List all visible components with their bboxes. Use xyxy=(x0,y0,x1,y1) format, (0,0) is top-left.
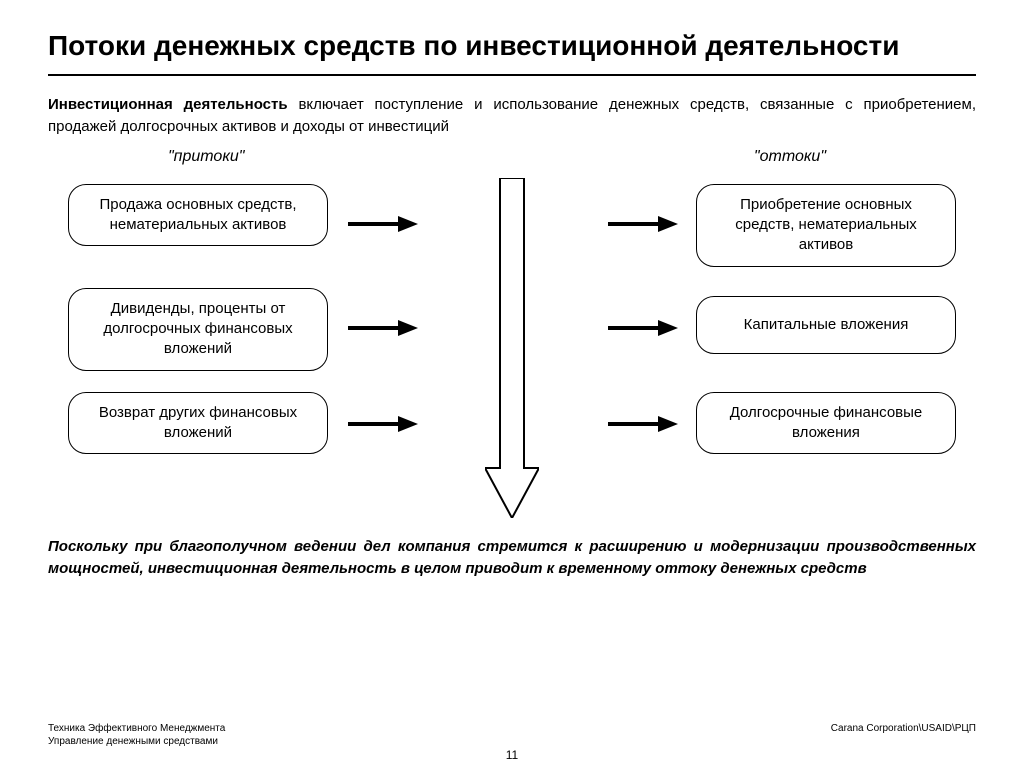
footer-right: Carana Corporation\USAID\РЦП xyxy=(831,722,976,735)
outflow-box-3: Долгосрочные финансовые вложения xyxy=(696,392,956,455)
outflow-box-2: Капитальные вложения xyxy=(696,296,956,354)
footer: Техника Эффективного Менеджмента Управле… xyxy=(48,722,976,748)
footer-left-line1: Техника Эффективного Менеджмента xyxy=(48,723,225,734)
outflow-box-1: Приобретение основных средств, нематериа… xyxy=(696,184,956,267)
intro-bold: Инвестиционная деятельность xyxy=(48,96,288,113)
page-number: 11 xyxy=(506,748,518,762)
intro-paragraph: Инвестиционная деятельность включает пос… xyxy=(48,94,976,138)
inflow-box-2: Дивиденды, проценты от долгосрочных фина… xyxy=(68,288,328,371)
arrow-out-3 xyxy=(608,414,678,434)
footer-left-line2: Управление денежными средствами xyxy=(48,736,218,747)
flow-diagram: "притоки" "оттоки" Продажа основных сред… xyxy=(48,148,976,528)
arrow-out-1 xyxy=(608,214,678,234)
title-underline xyxy=(48,74,976,76)
arrow-in-1 xyxy=(348,214,418,234)
conclusion-paragraph: Поскольку при благополучном ведении дел … xyxy=(48,536,976,580)
center-down-arrow xyxy=(485,178,539,518)
arrow-out-2 xyxy=(608,318,678,338)
outflow-label: "оттоки" xyxy=(754,148,826,166)
arrow-in-3 xyxy=(348,414,418,434)
footer-left: Техника Эффективного Менеджмента Управле… xyxy=(48,722,225,748)
inflow-box-3: Возврат других финансовых вложений xyxy=(68,392,328,455)
inflow-box-1: Продажа основных средств, нематериальных… xyxy=(68,184,328,247)
inflow-label: "притоки" xyxy=(168,148,244,166)
slide-title: Потоки денежных средств по инвестиционно… xyxy=(48,28,976,64)
arrow-in-2 xyxy=(348,318,418,338)
